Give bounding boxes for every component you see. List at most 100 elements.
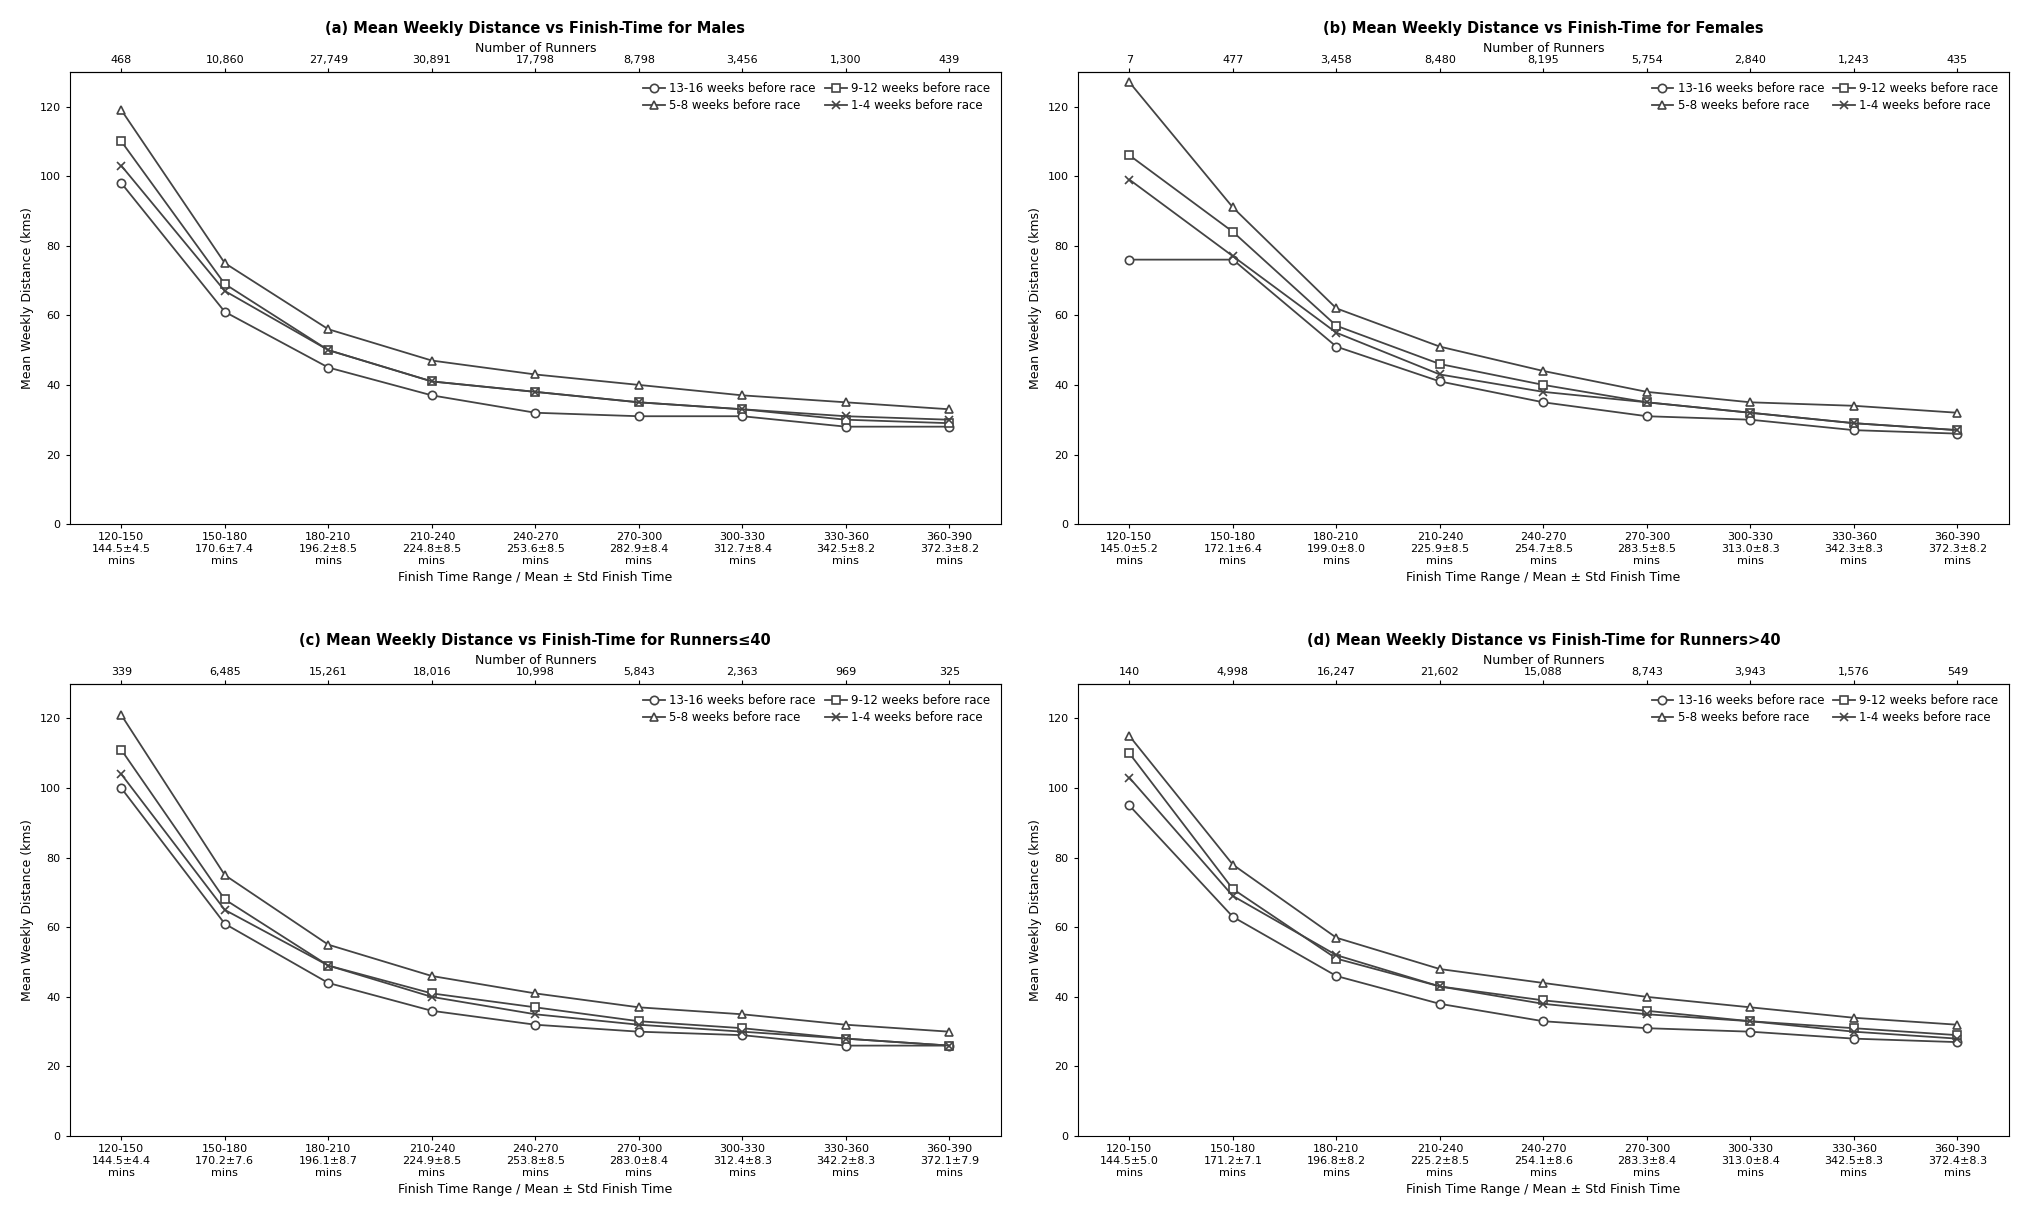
- 9-12 weeks before race: [524, 1000, 548, 1015]
- 1-4 weeks before race: [1531, 385, 1555, 399]
- 5-8 weeks before race: [1634, 989, 1659, 1004]
- 9-12 weeks before race: [1220, 224, 1244, 239]
- 9-12 weeks before race: [1945, 422, 1969, 437]
- 9-12 weeks before race: [1738, 405, 1762, 420]
- 13-16 weeks before race: [420, 388, 445, 403]
- 5-8 weeks before race: [1634, 385, 1659, 399]
- Line: 5-8 weeks before race: 5-8 weeks before race: [118, 711, 954, 1036]
- Line: 5-8 weeks before race: 5-8 weeks before race: [118, 106, 954, 414]
- 13-16 weeks before race: [1116, 798, 1141, 813]
- 9-12 weeks before race: [938, 416, 962, 431]
- 9-12 weeks before race: [420, 374, 445, 388]
- X-axis label: Number of Runners: Number of Runners: [1482, 654, 1604, 667]
- 1-4 weeks before race: [1324, 948, 1348, 963]
- 13-16 weeks before race: [524, 1017, 548, 1032]
- 1-4 weeks before race: [1634, 1006, 1659, 1021]
- 13-16 weeks before race: [1841, 422, 1866, 437]
- 9-12 weeks before race: [524, 385, 548, 399]
- 5-8 weeks before race: [1531, 364, 1555, 378]
- 9-12 weeks before race: [834, 1031, 859, 1045]
- 13-16 weeks before race: [1324, 340, 1348, 354]
- 13-16 weeks before race: [1116, 252, 1141, 267]
- 1-4 weeks before race: [1945, 422, 1969, 437]
- 5-8 weeks before race: [731, 388, 755, 403]
- Y-axis label: Mean Weekly Distance (kms): Mean Weekly Distance (kms): [1029, 207, 1041, 389]
- 9-12 weeks before race: [317, 958, 341, 972]
- 13-16 weeks before race: [110, 781, 134, 796]
- 9-12 weeks before race: [110, 742, 134, 757]
- 5-8 weeks before race: [1427, 340, 1451, 354]
- Line: 1-4 weeks before race: 1-4 weeks before race: [1125, 175, 1961, 434]
- X-axis label: Finish Time Range / Mean ± Std Finish Time: Finish Time Range / Mean ± Std Finish Ti…: [1407, 571, 1681, 584]
- Legend: 13-16 weeks before race, 5-8 weeks before race, 9-12 weeks before race, 1-4 week: 13-16 weeks before race, 5-8 weeks befor…: [1646, 78, 2004, 117]
- 1-4 weeks before race: [1841, 1025, 1866, 1039]
- 1-4 weeks before race: [1220, 248, 1244, 263]
- 13-16 weeks before race: [213, 304, 238, 319]
- 1-4 weeks before race: [1427, 980, 1451, 994]
- 13-16 weeks before race: [1427, 374, 1451, 388]
- 13-16 weeks before race: [110, 175, 134, 190]
- 5-8 weeks before race: [1531, 976, 1555, 991]
- 5-8 weeks before race: [627, 377, 652, 392]
- Line: 13-16 weeks before race: 13-16 weeks before race: [118, 179, 954, 431]
- X-axis label: Finish Time Range / Mean ± Std Finish Time: Finish Time Range / Mean ± Std Finish Ti…: [1407, 1183, 1681, 1196]
- 5-8 weeks before race: [420, 353, 445, 368]
- 1-4 weeks before race: [1531, 997, 1555, 1011]
- 5-8 weeks before race: [1116, 75, 1141, 90]
- 13-16 weeks before race: [1945, 1034, 1969, 1049]
- 13-16 weeks before race: [420, 1004, 445, 1019]
- 5-8 weeks before race: [731, 1006, 755, 1021]
- 5-8 weeks before race: [110, 102, 134, 117]
- 13-16 weeks before race: [1220, 909, 1244, 924]
- 13-16 weeks before race: [317, 360, 341, 375]
- Line: 1-4 weeks before race: 1-4 weeks before race: [1125, 774, 1961, 1043]
- 5-8 weeks before race: [524, 986, 548, 1000]
- 5-8 weeks before race: [834, 1017, 859, 1032]
- 13-16 weeks before race: [1945, 426, 1969, 441]
- Legend: 13-16 weeks before race, 5-8 weeks before race, 9-12 weeks before race, 1-4 week: 13-16 weeks before race, 5-8 weeks befor…: [639, 690, 995, 729]
- 5-8 weeks before race: [420, 969, 445, 983]
- Title: (d) Mean Weekly Distance vs Finish-Time for Runners>40: (d) Mean Weekly Distance vs Finish-Time …: [1307, 633, 1780, 647]
- 13-16 weeks before race: [1324, 969, 1348, 983]
- 13-16 weeks before race: [1738, 1025, 1762, 1039]
- 1-4 weeks before race: [834, 1031, 859, 1045]
- Line: 5-8 weeks before race: 5-8 weeks before race: [1125, 78, 1961, 417]
- 1-4 weeks before race: [317, 343, 341, 358]
- 13-16 weeks before race: [1531, 1014, 1555, 1028]
- 1-4 weeks before race: [1945, 1031, 1969, 1045]
- 9-12 weeks before race: [1738, 1014, 1762, 1028]
- 5-8 weeks before race: [1841, 1010, 1866, 1025]
- Line: 1-4 weeks before race: 1-4 weeks before race: [118, 162, 954, 424]
- 9-12 weeks before race: [627, 1014, 652, 1028]
- X-axis label: Finish Time Range / Mean ± Std Finish Time: Finish Time Range / Mean ± Std Finish Ti…: [398, 1183, 672, 1196]
- Legend: 13-16 weeks before race, 5-8 weeks before race, 9-12 weeks before race, 1-4 week: 13-16 weeks before race, 5-8 weeks befor…: [1646, 690, 2004, 729]
- 1-4 weeks before race: [938, 413, 962, 427]
- 9-12 weeks before race: [213, 276, 238, 291]
- 13-16 weeks before race: [1738, 413, 1762, 427]
- 1-4 weeks before race: [1116, 770, 1141, 785]
- 9-12 weeks before race: [627, 396, 652, 410]
- Line: 1-4 weeks before race: 1-4 weeks before race: [118, 770, 954, 1050]
- 13-16 weeks before race: [834, 1038, 859, 1053]
- 5-8 weeks before race: [1116, 729, 1141, 744]
- 1-4 weeks before race: [938, 1038, 962, 1053]
- 1-4 weeks before race: [1324, 325, 1348, 340]
- 9-12 weeks before race: [420, 986, 445, 1000]
- 9-12 weeks before race: [731, 1021, 755, 1036]
- 13-16 weeks before race: [834, 420, 859, 434]
- 5-8 weeks before race: [1324, 931, 1348, 946]
- 13-16 weeks before race: [1634, 409, 1659, 424]
- 5-8 weeks before race: [938, 1025, 962, 1039]
- 13-16 weeks before race: [627, 409, 652, 424]
- 5-8 weeks before race: [524, 368, 548, 382]
- 1-4 weeks before race: [110, 158, 134, 173]
- 9-12 weeks before race: [834, 413, 859, 427]
- 9-12 weeks before race: [1324, 319, 1348, 333]
- Line: 13-16 weeks before race: 13-16 weeks before race: [1125, 801, 1961, 1047]
- 5-8 weeks before race: [1220, 200, 1244, 214]
- 1-4 weeks before race: [524, 1006, 548, 1021]
- 9-12 weeks before race: [1841, 416, 1866, 431]
- 9-12 weeks before race: [1427, 357, 1451, 371]
- 1-4 weeks before race: [420, 374, 445, 388]
- 9-12 weeks before race: [1116, 746, 1141, 761]
